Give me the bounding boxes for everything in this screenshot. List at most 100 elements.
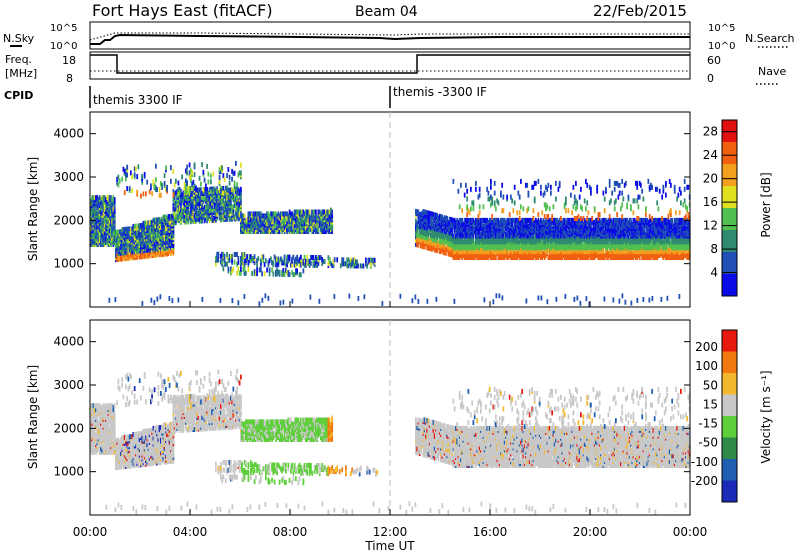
scatter-cell (147, 226, 150, 232)
scatter-cell (223, 253, 226, 259)
scatter-cell (192, 185, 195, 191)
scatter-cell (333, 257, 336, 263)
freq-tick-bottom: 8 (66, 72, 73, 85)
scatter-cell (156, 217, 158, 223)
scatter-cell (178, 200, 181, 206)
scatter-cell (227, 266, 230, 272)
scatter-cell (165, 214, 167, 220)
scatter-cell (106, 216, 109, 222)
scatter-cell (117, 229, 120, 235)
scatter-cell (182, 204, 185, 210)
scatter-cell (138, 223, 141, 229)
scatter-cell (108, 228, 111, 234)
station-title: Fort Hays East (fitACF) (92, 1, 273, 20)
scatter-cell (157, 217, 160, 223)
scatter-cell (147, 237, 150, 243)
scatter-cell (206, 200, 208, 206)
scatter-cell (172, 202, 175, 208)
scatter-cell (193, 195, 196, 201)
scatter-cell (138, 254, 141, 260)
scatter-cell (90, 226, 92, 232)
scatter-cell (198, 205, 201, 210)
nave-tick-top: 60 (707, 54, 721, 67)
scatter-cell (186, 215, 188, 221)
scatter-cell (145, 220, 147, 226)
noise-left-tick-top: 10^5 (50, 23, 77, 34)
scatter-cell (315, 209, 317, 215)
date-title: 22/Feb/2015 (593, 2, 687, 20)
scatter-cell (197, 193, 200, 199)
scatter-cell (132, 231, 135, 237)
scatter-cell (200, 214, 202, 220)
scatter-cell (200, 201, 202, 206)
scatter-cell (203, 204, 206, 210)
scatter-cell (143, 220, 146, 226)
scatter-cell (91, 218, 94, 224)
scatter-cell (145, 224, 147, 230)
scatter-cell (93, 232, 96, 238)
scatter-cell (100, 224, 102, 230)
scatter-cell (203, 187, 206, 193)
scatter-cell (105, 240, 107, 246)
scatter-cell (187, 199, 190, 205)
scatter-cell (237, 255, 240, 261)
scatter-cell (110, 208, 112, 214)
scatter-cell (153, 235, 156, 241)
scatter-cell (101, 195, 104, 201)
scatter-cell (240, 186, 242, 192)
scatter-cell (165, 245, 167, 251)
scatter-cell (188, 186, 191, 192)
scatter-cell (103, 195, 106, 201)
scatter-cell (107, 224, 110, 230)
scatter-cell (105, 197, 107, 203)
scatter-cell (95, 220, 97, 226)
scatter-cell (195, 213, 197, 218)
scatter-cell (95, 195, 97, 201)
nave-tick-bottom: 0 (707, 72, 714, 85)
scatter-cell (257, 256, 260, 262)
scatter-cell (195, 197, 197, 203)
scatter-cell (111, 218, 114, 224)
scatter-cell (135, 243, 137, 249)
scatter-cell (112, 195, 115, 201)
scatter-cell (151, 219, 153, 225)
scatter-cell (300, 272, 302, 278)
scatter-cell (296, 268, 298, 274)
scatter-cell (180, 204, 182, 210)
scatter-cell (266, 267, 268, 273)
freq-tick-top: 18 (62, 54, 76, 67)
scatter-cell (173, 212, 176, 218)
scatter-cell (373, 257, 376, 263)
scatter-cell (153, 217, 156, 223)
noise-right-tick-bottom: 10^0 (708, 41, 735, 52)
scatter-cell (183, 202, 186, 208)
scatter-cell (288, 254, 291, 260)
scatter-cell (308, 209, 311, 215)
scatter-cell (181, 192, 183, 198)
scatter-cell (115, 241, 117, 247)
scatter-cell (177, 186, 180, 192)
scatter-cell (111, 236, 114, 242)
scatter-cell (95, 208, 97, 214)
scatter-cell (106, 199, 109, 205)
scatter-cell (175, 214, 177, 220)
scatter-cell (185, 217, 187, 223)
scatter-cell (91, 201, 94, 207)
scatter-cell (262, 254, 265, 260)
scatter-cell (205, 187, 207, 192)
scatter-cell (256, 267, 258, 273)
scatter-cell (240, 266, 242, 272)
scatter-cell (153, 223, 156, 229)
scatter-cell (106, 238, 109, 244)
scatter-cell (226, 251, 228, 257)
scatter-cell (203, 194, 206, 200)
scatter-cell (108, 218, 111, 224)
scatter-cell (131, 243, 134, 249)
scatter-cell (190, 203, 192, 209)
scatter-cell (181, 208, 183, 214)
scatter-cell (168, 237, 171, 243)
scatter-cell (198, 191, 201, 197)
nsearch-label: N.Search (745, 32, 795, 45)
scatter-cell (97, 197, 100, 203)
